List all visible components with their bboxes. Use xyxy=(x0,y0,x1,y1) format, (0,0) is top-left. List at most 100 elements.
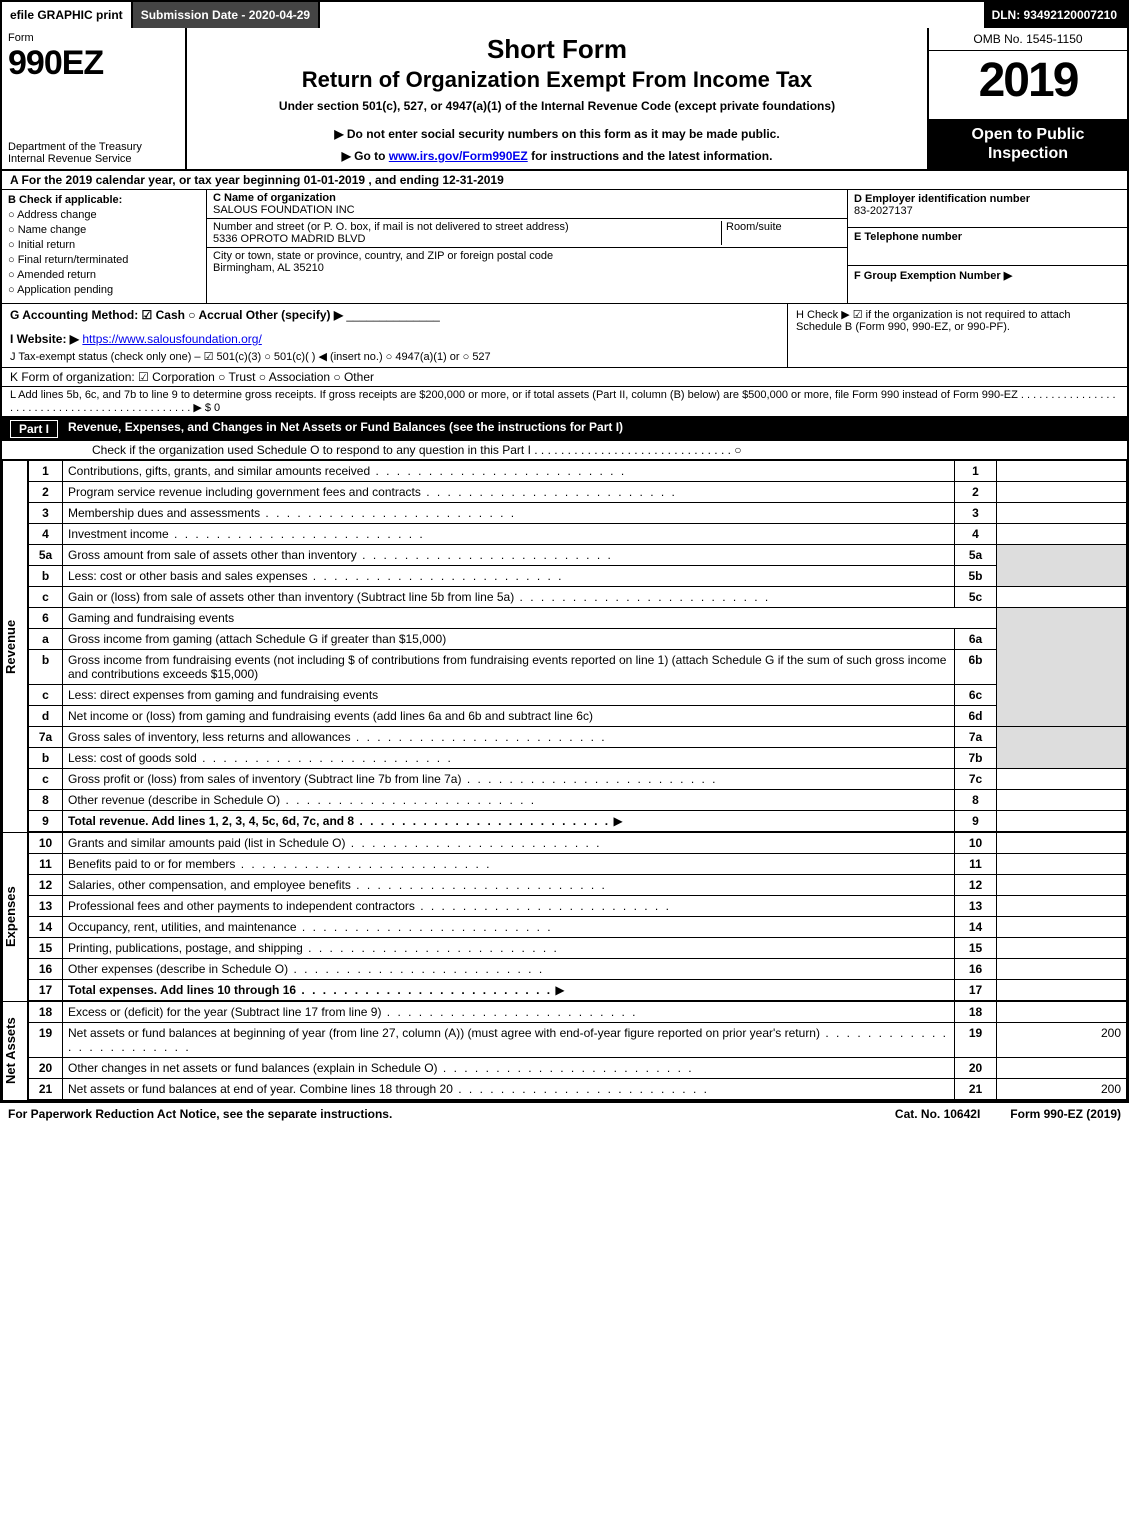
line-g: G Accounting Method: ☑ Cash ○ Accrual Ot… xyxy=(10,308,343,322)
part-1-check: Check if the organization used Schedule … xyxy=(2,441,1127,460)
website-label: I Website: ▶ xyxy=(10,332,79,346)
chk-address-change[interactable]: Address change xyxy=(8,209,200,221)
net-assets-sidelabel: Net Assets xyxy=(2,1001,28,1100)
omb-number: OMB No. 1545-1150 xyxy=(929,28,1127,51)
website-link[interactable]: https://www.salousfoundation.org/ xyxy=(82,332,261,346)
org-name-value: SALOUS FOUNDATION INC xyxy=(213,204,841,216)
table-row: aGross income from gaming (attach Schedu… xyxy=(29,629,1127,650)
header-right: OMB No. 1545-1150 2019 Open to Public In… xyxy=(927,28,1127,169)
chk-name-change[interactable]: Name change xyxy=(8,224,200,236)
expenses-section: Expenses 10Grants and similar amounts pa… xyxy=(2,832,1127,1001)
form-number: 990EZ xyxy=(8,44,179,83)
revenue-section: Revenue 1Contributions, gifts, grants, a… xyxy=(2,460,1127,832)
table-row: 1Contributions, gifts, grants, and simil… xyxy=(29,461,1127,482)
form-header: Form 990EZ Department of the Treasury In… xyxy=(2,28,1127,171)
table-row: 15Printing, publications, postage, and s… xyxy=(29,938,1127,959)
street-row: Number and street (or P. O. box, if mail… xyxy=(207,219,847,248)
box-b: B Check if applicable: Address change Na… xyxy=(2,190,207,303)
expenses-sidelabel: Expenses xyxy=(2,832,28,1001)
goto-post: for instructions and the latest informat… xyxy=(531,149,772,163)
table-row: cLess: direct expenses from gaming and f… xyxy=(29,685,1127,706)
department-label: Department of the Treasury Internal Reve… xyxy=(8,141,179,165)
table-row: dNet income or (loss) from gaming and fu… xyxy=(29,706,1127,727)
table-row: 18Excess or (deficit) for the year (Subt… xyxy=(29,1002,1127,1023)
open-to-public: Open to Public Inspection xyxy=(929,119,1127,169)
chk-amended-return[interactable]: Amended return xyxy=(8,269,200,281)
line-a-tax-year: A For the 2019 calendar year, or tax yea… xyxy=(2,171,1127,190)
efile-print-label[interactable]: efile GRAPHIC print xyxy=(2,2,133,28)
table-row: 9Total revenue. Add lines 1, 2, 3, 4, 5c… xyxy=(29,811,1127,832)
top-bar: efile GRAPHIC print Submission Date - 20… xyxy=(2,2,1127,28)
form-id-footer: Form 990-EZ (2019) xyxy=(1010,1107,1121,1121)
title-short-form: Short Form xyxy=(197,34,917,65)
expenses-table: 10Grants and similar amounts paid (list … xyxy=(28,832,1127,1001)
line-h: H Check ▶ ☑ if the organization is not r… xyxy=(787,304,1127,367)
table-row: 4Investment income4 xyxy=(29,524,1127,545)
paperwork-notice: For Paperwork Reduction Act Notice, see … xyxy=(8,1107,865,1121)
irs-link[interactable]: www.irs.gov/Form990EZ xyxy=(389,149,528,163)
table-row: 21Net assets or fund balances at end of … xyxy=(29,1079,1127,1100)
form-word: Form xyxy=(8,32,179,44)
dept-line2: Internal Revenue Service xyxy=(8,153,132,165)
table-row: 6Gaming and fundraising events xyxy=(29,608,1127,629)
page-footer: For Paperwork Reduction Act Notice, see … xyxy=(0,1102,1129,1125)
table-row: cGain or (loss) from sale of assets othe… xyxy=(29,587,1127,608)
org-name-row: C Name of organization SALOUS FOUNDATION… xyxy=(207,190,847,219)
topbar-spacer xyxy=(320,2,983,28)
table-row: 20Other changes in net assets or fund ba… xyxy=(29,1058,1127,1079)
table-row: 3Membership dues and assessments3 xyxy=(29,503,1127,524)
table-row: 14Occupancy, rent, utilities, and mainte… xyxy=(29,917,1127,938)
table-row: 7aGross sales of inventory, less returns… xyxy=(29,727,1127,748)
ein-cell: D Employer identification number 83-2027… xyxy=(848,190,1127,228)
table-row: 17Total expenses. Add lines 10 through 1… xyxy=(29,980,1127,1001)
street-value: 5336 OPROTO MADRID BLVD xyxy=(213,233,721,245)
table-row: 11Benefits paid to or for members11 xyxy=(29,854,1127,875)
table-row: 2Program service revenue including gover… xyxy=(29,482,1127,503)
telephone-label: E Telephone number xyxy=(854,231,1121,243)
table-row: 12Salaries, other compensation, and empl… xyxy=(29,875,1127,896)
part-1-title: Revenue, Expenses, and Changes in Net As… xyxy=(68,420,623,438)
city-label: City or town, state or province, country… xyxy=(213,250,841,262)
title-return: Return of Organization Exempt From Incom… xyxy=(197,67,917,93)
line-k: K Form of organization: ☑ Corporation ○ … xyxy=(2,368,1127,387)
revenue-sidelabel: Revenue xyxy=(2,460,28,832)
line-j: J Tax-exempt status (check only one) – ☑… xyxy=(10,350,779,363)
goto-pre: ▶ Go to xyxy=(342,149,389,163)
chk-initial-return[interactable]: Initial return xyxy=(8,239,200,251)
org-name-label: C Name of organization xyxy=(213,192,841,204)
part-1-header: Part I Revenue, Expenses, and Changes in… xyxy=(2,417,1127,441)
table-row: bLess: cost of goods sold7b xyxy=(29,748,1127,769)
form-page: efile GRAPHIC print Submission Date - 20… xyxy=(0,0,1129,1102)
ein-label: D Employer identification number xyxy=(854,193,1121,205)
telephone-cell: E Telephone number xyxy=(848,228,1127,266)
table-row: 5aGross amount from sale of assets other… xyxy=(29,545,1127,566)
catalog-number: Cat. No. 10642I xyxy=(865,1107,1010,1121)
net-assets-table: 18Excess or (deficit) for the year (Subt… xyxy=(28,1001,1127,1100)
box-c: C Name of organization SALOUS FOUNDATION… xyxy=(207,190,847,303)
group-exemption-cell: F Group Exemption Number ▶ xyxy=(848,266,1127,303)
ssn-warning: ▶ Do not enter social security numbers o… xyxy=(197,127,917,141)
ein-value: 83-2027137 xyxy=(854,205,1121,217)
table-row: bLess: cost or other basis and sales exp… xyxy=(29,566,1127,587)
line-l: L Add lines 5b, 6c, and 7b to line 9 to … xyxy=(2,387,1127,417)
net-assets-section: Net Assets 18Excess or (deficit) for the… xyxy=(2,1001,1127,1100)
tax-year: 2019 xyxy=(929,51,1127,119)
city-row: City or town, state or province, country… xyxy=(207,248,847,276)
table-row: 19Net assets or fund balances at beginni… xyxy=(29,1023,1127,1058)
street-label: Number and street (or P. O. box, if mail… xyxy=(213,221,721,233)
table-row: 16Other expenses (describe in Schedule O… xyxy=(29,959,1127,980)
subtitle: Under section 501(c), 527, or 4947(a)(1)… xyxy=(197,99,917,113)
accounting-method: G Accounting Method: ☑ Cash ○ Accrual Ot… xyxy=(2,304,787,367)
group-exemption-label: F Group Exemption Number ▶ xyxy=(854,269,1121,282)
table-row: 10Grants and similar amounts paid (list … xyxy=(29,833,1127,854)
chk-application-pending[interactable]: Application pending xyxy=(8,284,200,296)
revenue-table: 1Contributions, gifts, grants, and simil… xyxy=(28,460,1127,832)
submission-date: Submission Date - 2020-04-29 xyxy=(133,2,320,28)
box-b-title: B Check if applicable: xyxy=(8,194,200,206)
room-suite-label: Room/suite xyxy=(721,221,841,245)
table-row: cGross profit or (loss) from sales of in… xyxy=(29,769,1127,790)
table-row: 13Professional fees and other payments t… xyxy=(29,896,1127,917)
table-row: 8Other revenue (describe in Schedule O)8 xyxy=(29,790,1127,811)
chk-final-return[interactable]: Final return/terminated xyxy=(8,254,200,266)
identity-block: B Check if applicable: Address change Na… xyxy=(2,190,1127,304)
